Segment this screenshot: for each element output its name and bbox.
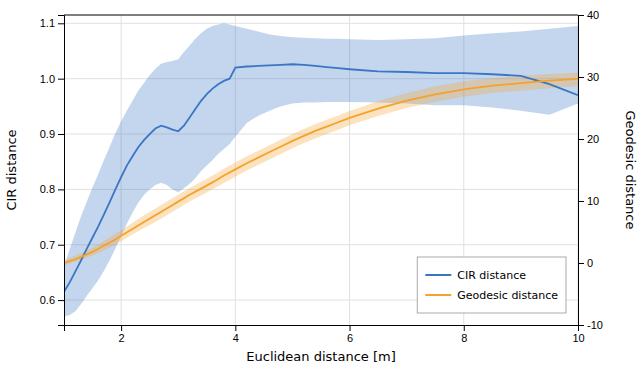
band xyxy=(64,73,578,266)
tick: 20 xyxy=(578,133,599,145)
tick-mark xyxy=(350,325,351,331)
tick-mark xyxy=(235,325,236,331)
tick: 1.0 xyxy=(40,73,64,85)
x-axis-title: Euclidean distance [m] xyxy=(246,349,395,364)
grid xyxy=(64,15,578,325)
tick-label: 10 xyxy=(572,332,584,344)
legend: CIR distance Geodesic distance xyxy=(417,257,566,313)
tick: 1.1 xyxy=(40,17,64,29)
tick-mark xyxy=(58,79,64,80)
tick-mark xyxy=(578,139,584,140)
legend-box xyxy=(417,257,566,313)
axis-line xyxy=(58,16,65,326)
tick-mark xyxy=(578,77,584,78)
tick-mark xyxy=(464,325,465,331)
tick: 0.6 xyxy=(40,294,64,306)
chart: 2 4 6 8 10 0.6 0.7 0.8 0.9 1.0 1.1 -10 0 10 20 30 40 CIR … xyxy=(0,0,640,371)
tick-label: 30 xyxy=(587,71,599,83)
tick: 6 xyxy=(347,325,353,344)
tick: 4 xyxy=(233,325,239,344)
frame xyxy=(64,15,578,16)
tick-label: 8 xyxy=(461,332,467,344)
tick: 10 xyxy=(578,195,599,207)
tick-label: 20 xyxy=(587,133,599,145)
tick: 40 xyxy=(578,9,599,21)
axis-line xyxy=(579,16,585,326)
tick-mark xyxy=(578,325,584,326)
tick-label: 0.8 xyxy=(40,183,55,195)
tick-label: 1.0 xyxy=(40,73,55,85)
y-axis: 0.6 0.7 0.8 0.9 1.0 1.1 xyxy=(40,16,65,326)
tick-mark xyxy=(58,189,64,190)
grid-line xyxy=(64,244,578,245)
tick-mark xyxy=(578,201,584,202)
tick: 2 xyxy=(119,325,125,344)
tick-label: 6 xyxy=(347,332,353,344)
tick-label: 0.6 xyxy=(40,294,55,306)
tick: 0.9 xyxy=(40,128,64,140)
tick-label: 2 xyxy=(119,332,125,344)
tick: 0.7 xyxy=(40,239,64,251)
tick-label: -10 xyxy=(587,319,603,331)
tick-mark xyxy=(58,134,64,135)
y2-axis: -10 0 10 20 30 40 xyxy=(578,9,603,331)
tick: 0 xyxy=(578,257,593,269)
tick: -10 xyxy=(578,319,603,331)
band xyxy=(64,23,578,316)
tick-mark xyxy=(58,300,64,301)
tick-label: 1.1 xyxy=(40,17,55,29)
legend-swatch xyxy=(425,274,451,276)
tick-mark xyxy=(58,245,64,246)
tick-label: 0.9 xyxy=(40,128,55,140)
tick-label: 0 xyxy=(587,257,593,269)
tick: 10 xyxy=(572,325,584,344)
tick: 8 xyxy=(461,325,467,344)
y2-axis-title: Geodesic distance xyxy=(623,110,638,229)
axis-line xyxy=(65,326,579,332)
tick: 0.8 xyxy=(40,183,64,195)
tick-mark xyxy=(578,263,584,264)
grid-line xyxy=(64,23,578,24)
legend-label: CIR distance xyxy=(457,269,526,282)
legend-label: Geodesic distance xyxy=(457,289,558,302)
tick-label: 4 xyxy=(233,332,239,344)
marks xyxy=(64,23,578,316)
tick-mark xyxy=(58,23,64,24)
tick: 30 xyxy=(578,71,599,83)
tick-label: 10 xyxy=(587,195,599,207)
tick-label: 40 xyxy=(587,9,599,21)
legend-swatch xyxy=(425,294,451,296)
plot: 2 4 6 8 10 0.6 0.7 0.8 0.9 1.0 1.1 -10 0 10 20 30 40 CIR … xyxy=(40,9,603,344)
y-axis-title: CIR distance xyxy=(4,129,19,210)
tick-label: 0.7 xyxy=(40,239,55,251)
tick-mark xyxy=(121,325,122,331)
x-axis: 2 4 6 8 10 xyxy=(65,325,585,344)
line xyxy=(64,79,578,263)
tick-mark xyxy=(578,15,584,16)
